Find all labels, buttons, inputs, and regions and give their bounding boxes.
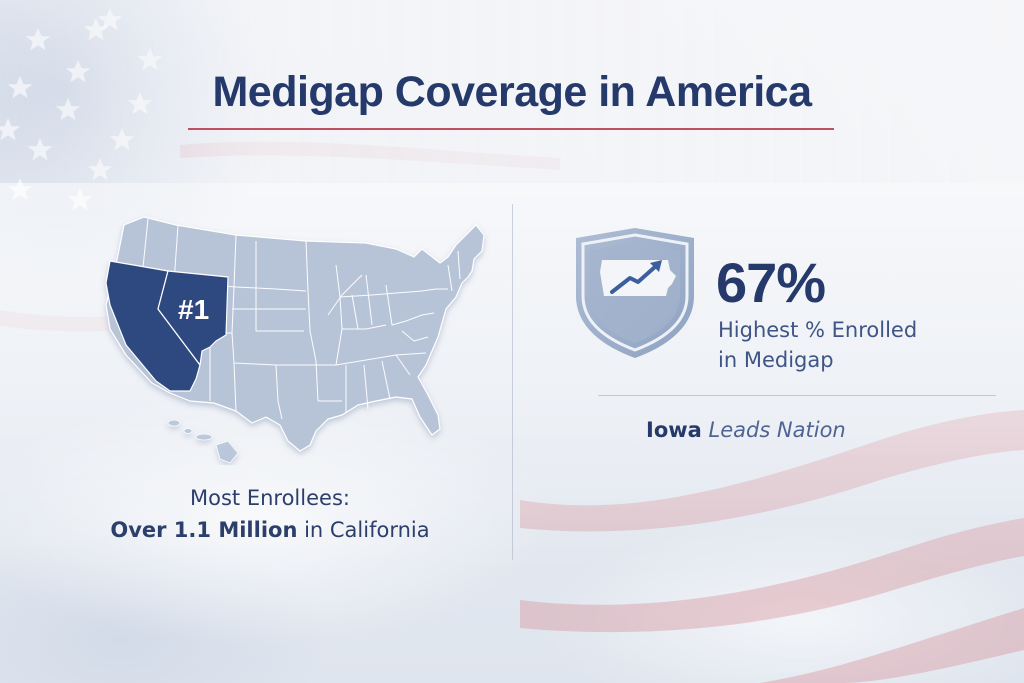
title-underline <box>188 128 834 130</box>
rank-badge: #1 <box>178 294 209 325</box>
stat-label-line2: in Medigap <box>718 348 834 372</box>
page-title: Medigap Coverage in America <box>212 68 812 116</box>
enrollees-location: in California <box>304 518 430 542</box>
nevada-highlight <box>157 270 229 366</box>
enrollees-caption-line2: Over 1.1 Million in California <box>60 518 480 542</box>
tagline: Iowa Leads Nation <box>646 418 846 442</box>
enrollees-count: Over 1.1 Million <box>110 518 298 542</box>
stat-label-line1: Highest % Enrolled <box>718 318 918 342</box>
tagline-text: Leads Nation <box>708 418 846 442</box>
us-map: #1 <box>105 216 485 464</box>
header-band <box>0 0 1024 183</box>
vertical-divider <box>512 204 513 560</box>
stat-value: 67% <box>716 251 826 314</box>
right-divider <box>598 395 996 396</box>
enrollees-caption-line1: Most Enrollees: <box>190 486 350 510</box>
iowa-shield-trend-icon <box>576 228 694 358</box>
tagline-state: Iowa <box>646 418 702 442</box>
